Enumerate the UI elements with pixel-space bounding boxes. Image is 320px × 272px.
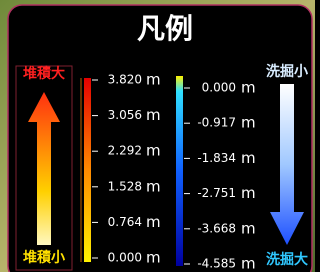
scale-label: -0.917	[197, 116, 236, 130]
scale-label: 1.528	[108, 179, 142, 193]
deposition-low: 堆積小	[23, 249, 65, 266]
scale-label: 0.000	[108, 251, 142, 265]
scale-unit: m	[146, 142, 161, 160]
scour-low: 洗掘小	[266, 63, 308, 80]
scale-label: 0.764	[108, 215, 142, 229]
deposition-high: 堆積大	[23, 65, 65, 82]
scale-unit: m	[241, 219, 256, 237]
scale-unit: m	[146, 249, 161, 267]
scale-unit: m	[241, 184, 256, 202]
scale-label: -4.585	[197, 257, 236, 271]
scale-label: 2.292	[108, 144, 142, 158]
scale-unit: m	[146, 213, 161, 231]
scale-unit: m	[241, 79, 256, 97]
scale-unit: m	[146, 106, 161, 124]
scale-label: 3.820	[108, 73, 142, 87]
scour-colorbar	[176, 76, 183, 266]
page: 凡例 堆積大 堆積小 洗掘小 洗掘大 3.820 m 3.056 m 2.292 m 1.5…	[0, 0, 315, 272]
scale-unit: m	[146, 71, 161, 89]
scale-unit: m	[241, 255, 256, 272]
scale-unit: m	[241, 149, 256, 167]
scale-label: 3.056	[108, 108, 142, 122]
panel	[8, 5, 312, 272]
scale-label: -1.834	[197, 151, 236, 165]
scale-label: -3.668	[197, 221, 236, 235]
title: 凡例	[137, 12, 193, 45]
scale-label: -2.751	[197, 186, 236, 200]
scale-unit: m	[146, 177, 161, 195]
scale-label: 0.000	[202, 81, 236, 95]
scale-unit: m	[241, 114, 256, 132]
deposition-colorbar	[84, 78, 91, 262]
scour-high: 洗掘大	[266, 251, 308, 268]
legend-panel: 凡例 堆積大 堆積小 洗掘小 洗掘大 3.820 m 3.056 m 2.292 m 1.5…	[0, 0, 315, 272]
